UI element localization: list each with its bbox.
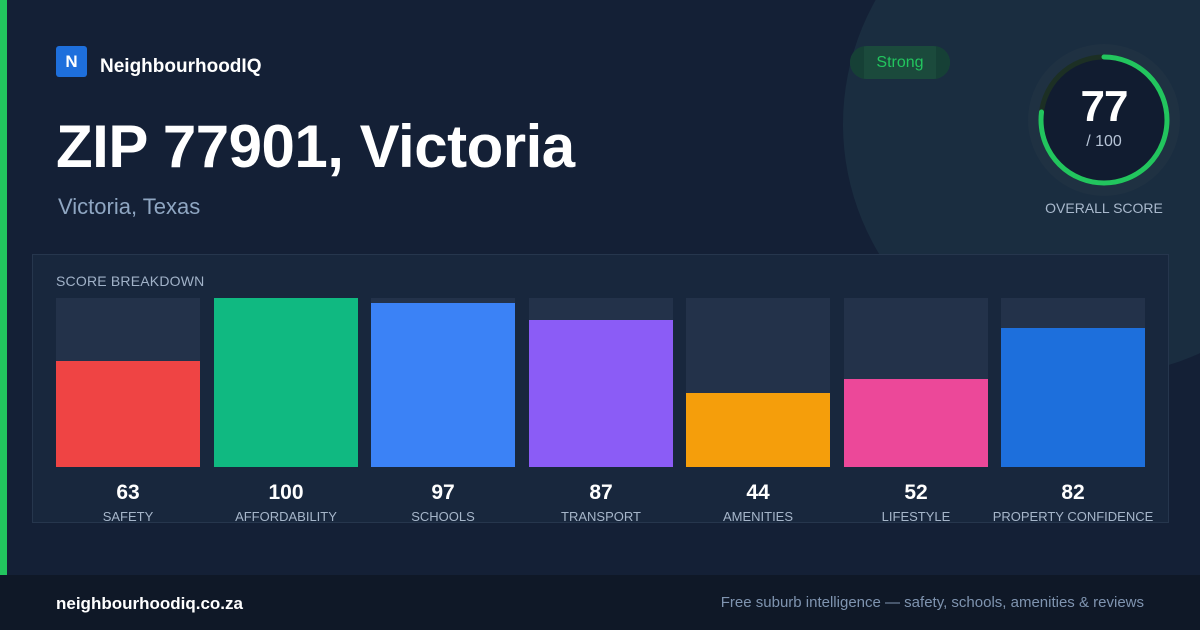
bar-value: 82 [1061,481,1085,504]
score-bar-lifestyle: 52 LIFESTYLE [844,298,988,524]
bar-label: AFFORDABILITY [235,509,337,524]
card-main: N NeighbourhoodIQ Strong ZIP 77901, Vict… [0,0,1200,575]
footer-domain: neighbourhoodiq.co.za [56,594,243,613]
bar-value: 100 [268,481,304,504]
brand-logo-icon: N [56,46,87,77]
bar-label: TRANSPORT [561,509,641,524]
bar-fill [371,303,515,467]
overall-score-value: 77 [1080,82,1129,131]
overall-score-ring: 77 / 100 [1028,44,1180,196]
score-ring-progress [1038,54,1170,186]
bar-value: 87 [589,481,613,504]
status-badge-label: Strong [876,53,924,71]
score-bar-schools: 97 SCHOOLS [371,298,515,524]
score-bar-affordability: 100 AFFORDABILITY [214,298,358,524]
bar-value: 97 [431,481,455,504]
bar-value: 52 [904,481,928,504]
bar-track [529,298,673,467]
bar-track [214,298,358,467]
overall-score-max: / 100 [1086,133,1122,150]
accent-stripe [0,0,7,575]
brand-name: NeighbourhoodIQ [100,55,262,77]
bar-label: SCHOOLS [411,509,475,524]
bar-fill [686,393,830,467]
bar-fill [214,298,358,467]
bar-label: SAFETY [102,509,154,524]
bar-value: 63 [116,481,140,504]
bar-track [844,298,988,467]
bar-fill [844,379,988,467]
bar-fill [56,361,200,467]
bar-label: LIFESTYLE [881,509,951,524]
footer-tagline: Free suburb intelligence — safety, schoo… [720,594,1144,611]
score-ring-graphic [1038,54,1170,186]
bar-track [56,298,200,467]
breakdown-title: SCORE BREAKDOWN [56,273,205,289]
bar-fill [529,320,673,467]
bar-track [686,298,830,467]
bar-fill [1001,328,1145,467]
bar-track [371,298,515,467]
brand: N NeighbourhoodIQ [56,46,261,77]
page-subtitle: Victoria, Texas [58,194,201,219]
score-breakdown-panel: SCORE BREAKDOWN 63 SAFETY 100 AFFORDABILITY… [32,254,1169,524]
footer: neighbourhoodiq.co.za Free suburb intell… [0,575,1200,630]
score-bar-amenities: 44 AMENITIES [686,298,830,524]
page-title: ZIP 77901, Victoria [56,113,575,180]
bar-track [1001,298,1145,467]
status-badge: Strong [850,46,950,79]
score-bar-transport: 87 TRANSPORT [529,298,673,524]
bar-label: AMENITIES [722,509,794,524]
score-bar-safety: 63 SAFETY [56,298,200,524]
score-bar-property-confidence: 82 PROPERTY CONFIDENCE [993,298,1153,524]
bar-label: PROPERTY CONFIDENCE [992,509,1154,524]
bar-value: 44 [746,481,770,504]
overall-score-caption: OVERALL SCORE [1045,200,1163,216]
